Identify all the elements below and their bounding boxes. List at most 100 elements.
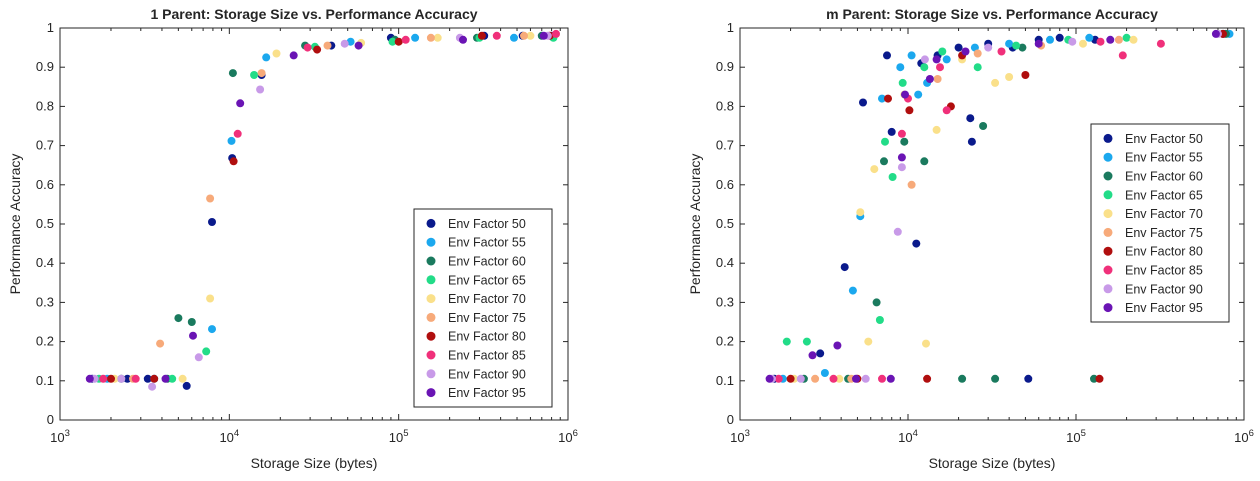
- legend-label: Env Factor 95: [448, 386, 526, 400]
- data-point: [262, 53, 271, 62]
- data-point: [143, 374, 152, 383]
- series-env-factor-75: [129, 31, 528, 383]
- x-tick-label: 105: [1066, 428, 1086, 445]
- data-point: [1129, 35, 1138, 44]
- y-tick-label: 0.4: [36, 255, 54, 270]
- y-tick-label: 0.3: [716, 294, 734, 309]
- data-point: [829, 374, 838, 383]
- legend-label: Env Factor 60: [448, 255, 526, 269]
- data-point: [900, 137, 909, 146]
- y-tick-label: 0.8: [716, 98, 734, 113]
- data-point: [878, 94, 886, 103]
- legend-label: Env Factor 80: [448, 330, 526, 344]
- data-point: [872, 298, 881, 307]
- y-axis-label: Performance Accuracy: [687, 154, 703, 295]
- y-tick-label: 0.7: [716, 138, 734, 153]
- series-env-factor-85: [99, 29, 560, 383]
- x-tick-label: 103: [50, 428, 70, 445]
- series-env-factor-95: [85, 31, 548, 383]
- data-point: [905, 106, 914, 115]
- y-tick-label: 0.1: [716, 373, 734, 388]
- data-point: [148, 382, 157, 391]
- data-point: [1005, 39, 1014, 48]
- data-point: [323, 41, 332, 50]
- x-axis-label: Storage Size (bytes): [251, 455, 378, 471]
- data-point: [477, 31, 486, 40]
- data-point: [852, 374, 860, 383]
- legend-label: Env Factor 75: [448, 311, 526, 325]
- legend-label: Env Factor 65: [1125, 188, 1203, 202]
- chart-panel-1: 0 0.1 0.2 0.3 0.4 0.5 0.6 0.7 0.8 0.9 1 103 104 105 10…: [7, 6, 578, 471]
- data-point: [1079, 39, 1087, 48]
- y-tick-label: 0.2: [36, 334, 54, 349]
- data-point: [433, 33, 442, 42]
- y-tick-label: 0.9: [716, 59, 734, 74]
- legend-label: Env Factor 90: [448, 367, 526, 381]
- data-point: [161, 374, 170, 383]
- data-point: [870, 165, 879, 174]
- legend-marker: [1103, 171, 1113, 181]
- data-point: [979, 122, 988, 130]
- data-point: [526, 31, 535, 40]
- data-point: [131, 374, 140, 383]
- legend-label: Env Factor 85: [448, 349, 526, 363]
- data-point: [1024, 374, 1033, 383]
- data-point: [897, 129, 906, 138]
- data-point: [942, 55, 951, 64]
- data-point: [861, 374, 870, 383]
- x-tick-label: 106: [558, 428, 578, 445]
- data-point: [880, 157, 888, 166]
- y-tick-label: 0.5: [36, 216, 54, 231]
- data-point: [1005, 73, 1014, 81]
- data-point: [907, 180, 916, 189]
- data-point: [1046, 35, 1054, 44]
- data-point: [923, 374, 932, 383]
- y-tick-label: 0: [727, 412, 734, 427]
- data-point: [99, 374, 108, 383]
- data-point: [875, 316, 884, 324]
- data-point: [272, 49, 281, 58]
- legend-marker: [426, 237, 436, 247]
- data-point: [901, 90, 909, 99]
- data-point: [896, 63, 905, 72]
- data-point: [388, 37, 397, 46]
- data-point: [848, 286, 857, 295]
- data-point: [1096, 37, 1105, 46]
- data-point: [883, 51, 891, 60]
- legend-marker: [1103, 190, 1113, 200]
- data-point: [954, 43, 963, 52]
- data-point: [401, 35, 410, 44]
- data-point: [187, 318, 196, 326]
- data-point: [411, 33, 420, 42]
- data-point: [1021, 71, 1030, 79]
- data-point: [912, 239, 921, 248]
- data-point: [194, 353, 203, 362]
- data-point: [156, 339, 165, 348]
- data-point: [256, 85, 265, 94]
- data-point: [802, 337, 811, 346]
- data-point: [552, 29, 560, 38]
- data-point: [936, 63, 944, 72]
- legend-box: [1090, 123, 1230, 323]
- data-point: [888, 173, 897, 181]
- legend-marker: [426, 369, 436, 379]
- data-point: [1122, 33, 1131, 42]
- data-point: [354, 41, 363, 50]
- legend-label: Env Factor 70: [1125, 207, 1203, 221]
- data-point: [942, 106, 951, 115]
- data-point: [920, 63, 929, 72]
- series-env-factor-70: [790, 35, 1138, 383]
- data-point: [85, 374, 94, 383]
- data-point: [961, 47, 970, 56]
- data-point: [878, 374, 886, 383]
- legend-marker: [1103, 133, 1113, 143]
- chart-title: 1 Parent: Storage Size vs. Performance A…: [150, 6, 477, 22]
- data-point: [539, 31, 548, 40]
- chart-panel-2: 0 0.1 0.2 0.3 0.4 0.5 0.6 0.7 0.8 0.9 1 103 104 105 10…: [687, 6, 1254, 471]
- data-point: [1018, 43, 1027, 52]
- legend: Env Factor 50 Env Factor 55 Env Factor 60 E…: [1090, 123, 1230, 323]
- y-tick-label: 0.5: [716, 216, 734, 231]
- data-point: [786, 374, 795, 383]
- data-point: [1012, 41, 1021, 50]
- x-tick-label: 103: [730, 428, 750, 445]
